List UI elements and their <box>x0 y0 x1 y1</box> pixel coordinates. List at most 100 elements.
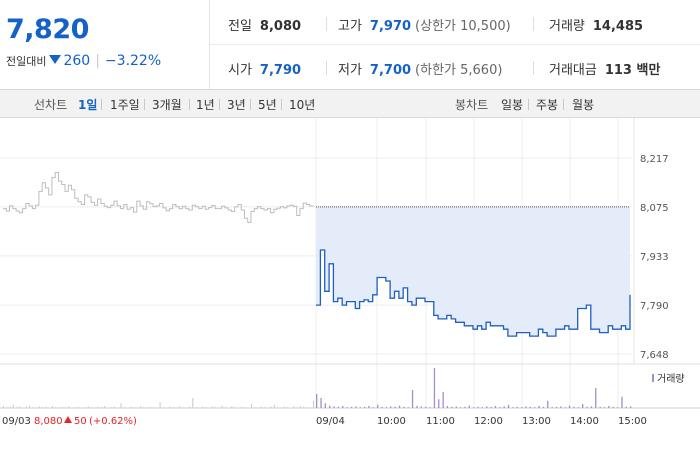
stat-high: 고가 7,970 (상한가 10,500) <box>338 15 511 34</box>
chart-tab-bar: 선차트 1일 1주일 3개월 1년 3년 5년 10년 봉차트 일봉 주봉 월봉 <box>0 90 700 118</box>
volume-bar <box>573 406 575 408</box>
volume-bar <box>403 406 405 408</box>
tab-divider <box>250 99 251 110</box>
volume-bar <box>494 406 497 408</box>
change-row: 전일대비 260 | −3.22% <box>6 53 161 69</box>
volume-bar <box>16 407 18 408</box>
volume-bar <box>143 407 145 408</box>
volume-bar <box>468 405 470 408</box>
volume-bar <box>630 406 632 408</box>
volume-bar <box>179 406 181 408</box>
tab-divider <box>281 99 282 110</box>
volume-bar <box>51 406 53 408</box>
tab-daily-candle[interactable]: 일봉 <box>501 98 524 112</box>
y-tick-label: 8,217 <box>640 154 669 165</box>
volume-bar <box>525 406 527 408</box>
volume-bar <box>9 406 11 408</box>
volume-bar <box>306 407 308 408</box>
volume-bar <box>221 405 223 408</box>
volume-bar <box>333 406 335 408</box>
volume-legend-swatch <box>652 374 654 382</box>
x-tick-label: 11:00 <box>426 416 455 427</box>
tab-weekly-candle[interactable]: 주봉 <box>536 98 559 112</box>
volume-bars <box>3 368 632 408</box>
volume-bar <box>189 406 190 408</box>
volume-bar <box>277 407 279 408</box>
tab-1year[interactable]: 1년 <box>196 98 215 112</box>
stat-value: 7,970 <box>369 19 412 34</box>
stat-value: 7,790 <box>259 63 302 78</box>
volume-bar <box>61 406 63 408</box>
tab-5year[interactable]: 5년 <box>258 98 277 112</box>
volume-bar <box>411 390 414 408</box>
prev-day-change-pct: (+0.62%) <box>89 416 137 427</box>
volume-bar <box>42 407 44 408</box>
tab-monthly-candle[interactable]: 월봉 <box>572 98 595 112</box>
stat-prev-close: 전일 8,080 <box>228 15 301 34</box>
volume-bar <box>169 406 171 408</box>
volume-bar <box>241 406 243 408</box>
volume-bar <box>586 406 588 408</box>
volume-bar <box>507 404 510 408</box>
volume-bar <box>25 406 27 408</box>
volume-bar <box>224 407 226 408</box>
volume-bar <box>293 406 295 408</box>
volume-bar <box>254 407 256 408</box>
volume-bar <box>446 406 449 408</box>
volume-bar <box>264 407 266 408</box>
volume-bar <box>425 406 427 408</box>
volume-bar <box>74 407 76 408</box>
volume-bar <box>342 406 344 408</box>
volume-bar <box>438 399 440 408</box>
volume-bar <box>140 406 142 408</box>
volume-legend-label: 거래량 <box>657 373 685 385</box>
volume-bar <box>12 404 14 408</box>
volume-bar <box>608 406 610 408</box>
tab-10year[interactable]: 10년 <box>289 98 316 112</box>
volume-bar <box>3 406 4 408</box>
tab-1week[interactable]: 1주일 <box>110 98 140 112</box>
volume-bar <box>616 407 619 408</box>
stat-sub: (하한가 5,660) <box>415 63 503 78</box>
volume-bar <box>455 406 457 408</box>
volume-bar <box>560 406 562 408</box>
price-box: 7,820 전일대비 260 | −3.22% <box>0 0 210 89</box>
volume-bar <box>45 406 47 408</box>
current-price: 7,820 <box>6 14 89 45</box>
x-tick-label: 10:00 <box>377 416 406 427</box>
up-arrow-icon <box>64 416 72 423</box>
volume-bar <box>296 407 298 408</box>
volume-bar <box>538 406 540 408</box>
volume-bar <box>29 405 31 408</box>
volume-bar <box>612 406 614 408</box>
stat-divider <box>326 61 327 75</box>
y-tick-label: 8,075 <box>640 203 669 214</box>
tab-3month[interactable]: 3개월 <box>152 98 182 112</box>
tab-3year[interactable]: 3년 <box>227 98 246 112</box>
volume-bar <box>153 407 155 408</box>
volume-bar <box>473 407 475 408</box>
change-label: 전일대비 <box>6 55 47 68</box>
stat-label: 거래량 <box>549 19 585 34</box>
x-tick-label: 13:00 <box>522 416 551 427</box>
volume-bar <box>329 405 331 408</box>
stat-value: 113 백만 <box>604 63 661 78</box>
x-axis-labels: 09/04 10:00 11:00 12:00 13:00 14:00 15:00 <box>316 416 647 427</box>
volume-bar <box>381 406 383 408</box>
prev-day-close: 8,080 <box>34 416 63 427</box>
volume-bar <box>273 404 275 408</box>
tab-divider <box>189 99 190 110</box>
volume-bar <box>350 406 353 408</box>
quote-header: 7,820 전일대비 260 | −3.22% 전일 8,080 고가 7,970 (상한가… <box>0 0 700 90</box>
stat-open: 시가 7,790 <box>228 59 301 78</box>
volume-bar <box>420 406 422 408</box>
volume-bar <box>202 406 204 408</box>
y-axis-labels: 8,217 8,075 7,933 7,790 7,648 <box>640 154 669 361</box>
volume-bar <box>91 407 93 408</box>
volume-bar <box>568 405 571 408</box>
tab-1day[interactable]: 1일 <box>78 98 98 112</box>
volume-bar <box>337 406 340 408</box>
volume-bar <box>133 407 135 408</box>
volume-bar <box>320 398 322 408</box>
volume-bar <box>104 406 106 408</box>
